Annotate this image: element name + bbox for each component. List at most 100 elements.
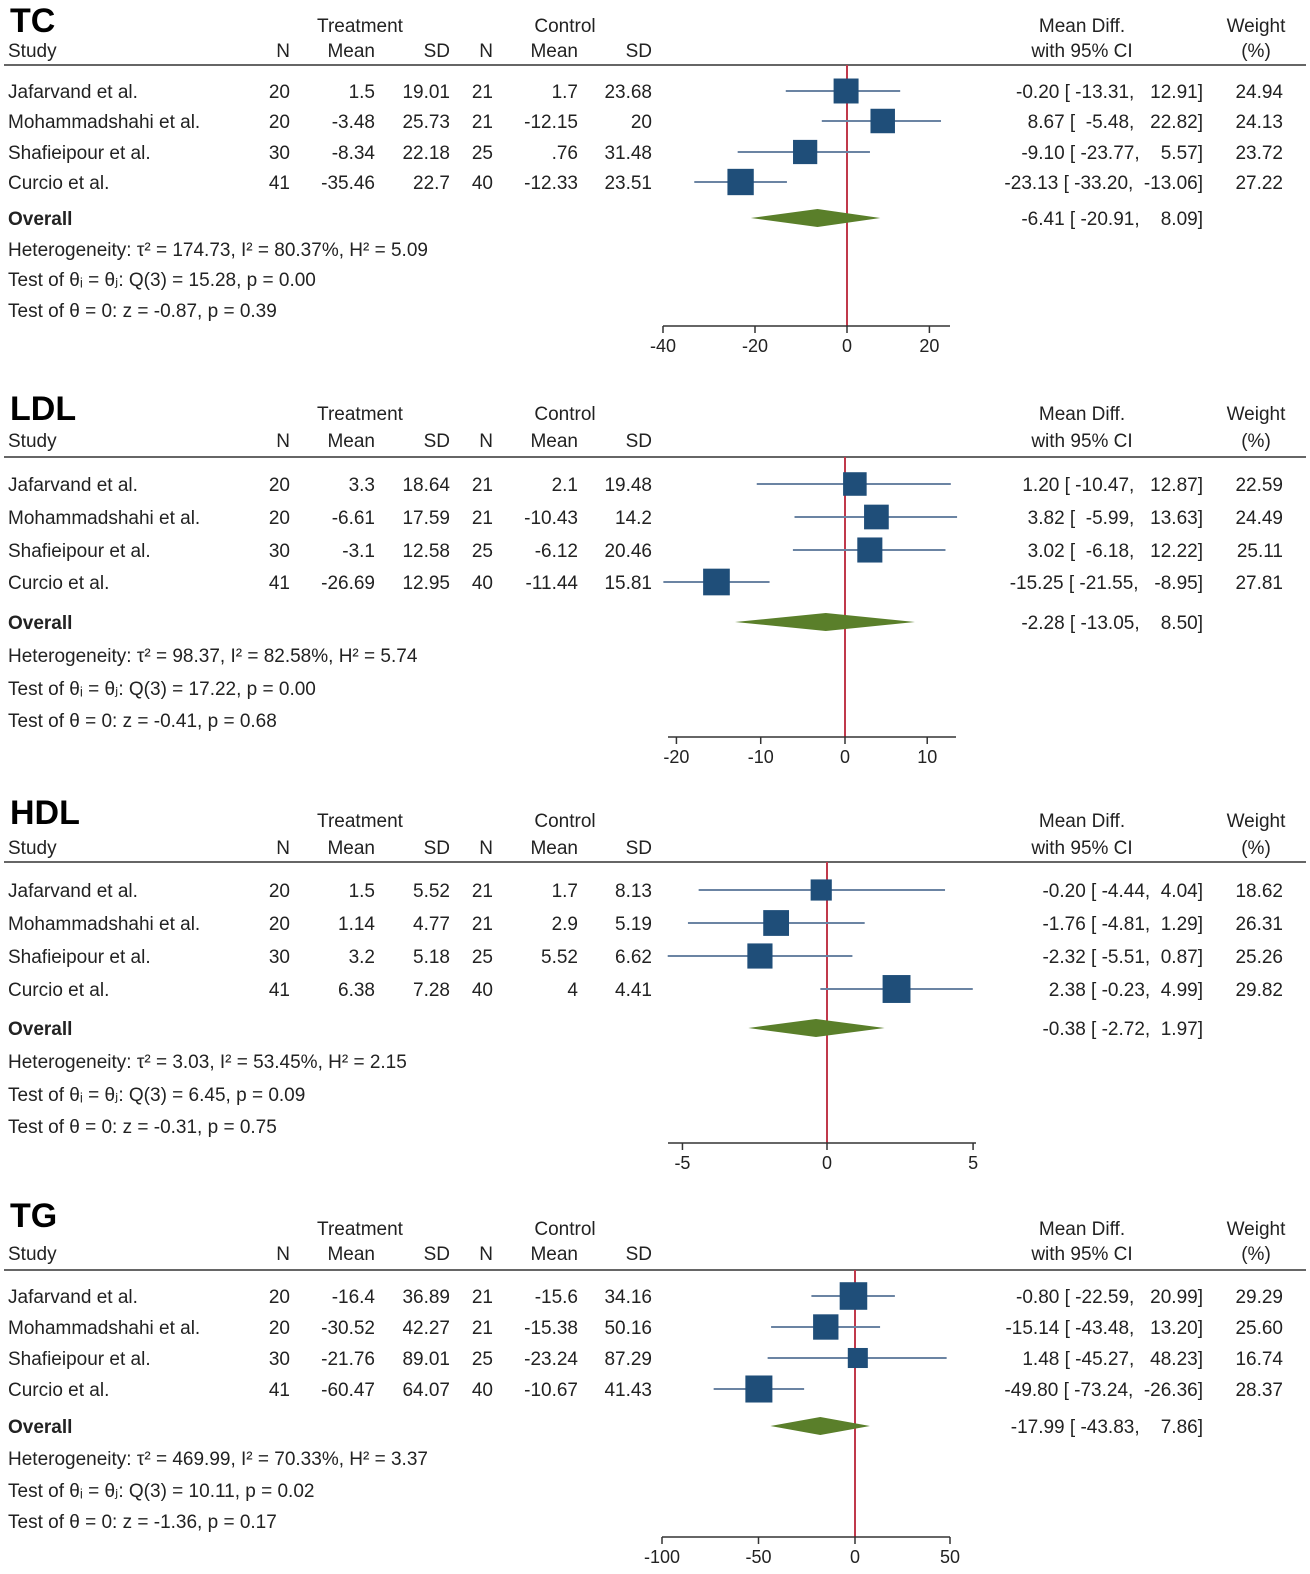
treatment-sd: 22.7 — [413, 173, 450, 194]
control-mean: -15.38 — [524, 1318, 578, 1339]
header-study: Study — [8, 838, 57, 859]
overall-label: Overall — [8, 209, 72, 230]
control-mean: 1.7 — [552, 82, 578, 103]
x-tick-label: -20 — [742, 336, 768, 356]
control-sd: 19.48 — [604, 475, 652, 496]
forest-panel-hdl: HDL Treatment Control Mean Diff. Weight Study… — [4, 794, 1306, 1173]
study-name: Jafarvand et al. — [8, 1287, 138, 1308]
control-mean: -10.43 — [524, 508, 578, 529]
study-name: Curcio et al. — [8, 1380, 109, 1401]
control-mean: 1.7 — [552, 881, 578, 902]
study-name: Mohammadshahi et al. — [8, 508, 200, 529]
header-treatment-n: N — [276, 41, 290, 62]
header-ci: with 95% CI — [1030, 1244, 1132, 1265]
study-weight: 26.31 — [1235, 914, 1283, 935]
control-n: 25 — [472, 947, 493, 968]
treatment-sd: 4.77 — [413, 914, 450, 935]
header-treatment-sd: SD — [424, 431, 450, 452]
mean-diff-ci: -15.25 [ -21.55, -8.95] — [1010, 573, 1203, 594]
stats-line: Test of θ = 0: z = -0.87, p = 0.39 — [8, 301, 277, 322]
x-tick-label: -5 — [674, 1153, 690, 1173]
header-control-sd: SD — [626, 1244, 652, 1265]
study-marker — [847, 1347, 868, 1369]
forest-panel-tc: TC Treatment Control Mean Diff. Weight Study N… — [4, 2, 1306, 356]
header-treatment-mean: Mean — [327, 41, 375, 62]
study-name: Curcio et al. — [8, 980, 109, 1001]
treatment-sd: 25.73 — [402, 112, 450, 133]
study-weight: 28.37 — [1235, 1380, 1283, 1401]
control-sd: 23.51 — [604, 173, 652, 194]
study-marker — [793, 139, 818, 165]
overall-ci: -0.38 [ -2.72, 1.97] — [1042, 1019, 1203, 1040]
study-weight: 23.72 — [1235, 143, 1283, 164]
treatment-mean: 1.14 — [338, 914, 375, 935]
treatment-mean: -60.47 — [321, 1380, 375, 1401]
study-weight: 22.59 — [1235, 475, 1283, 496]
forest-panel-tg: TG Treatment Control Mean Diff. Weight Study N… — [4, 1197, 1306, 1567]
study-name: Mohammadshahi et al. — [8, 112, 200, 133]
overall-diamond — [770, 1417, 870, 1435]
treatment-n: 30 — [269, 143, 290, 164]
study-marker — [870, 108, 895, 134]
header-weight-unit: (%) — [1241, 838, 1271, 859]
header-treatment-mean: Mean — [327, 1244, 375, 1265]
x-tick-label: 20 — [919, 336, 939, 356]
study-name: Shafieipour et al. — [8, 143, 151, 164]
treatment-sd: 5.18 — [413, 947, 450, 968]
control-mean: -15.6 — [535, 1287, 578, 1308]
treatment-sd: 5.52 — [413, 881, 450, 902]
header-weight-unit: (%) — [1241, 1244, 1271, 1265]
study-name: Shafieipour et al. — [8, 541, 151, 562]
treatment-mean: -6.61 — [332, 508, 375, 529]
header-control-n: N — [479, 431, 493, 452]
treatment-sd: 12.95 — [402, 573, 450, 594]
header-control-sd: SD — [626, 838, 652, 859]
header-treatment-n: N — [276, 431, 290, 452]
treatment-n: 20 — [269, 1318, 290, 1339]
header-control-sd: SD — [626, 41, 652, 62]
mean-diff-ci: 8.67 [ -5.48, 22.82] — [1028, 112, 1203, 133]
study-marker — [727, 168, 754, 196]
panel-title: TC — [10, 2, 55, 40]
header-treatment: Treatment — [317, 404, 404, 425]
treatment-mean: -35.46 — [321, 173, 375, 194]
treatment-n: 20 — [269, 508, 290, 529]
treatment-n: 20 — [269, 881, 290, 902]
treatment-n: 20 — [269, 1287, 290, 1308]
stats-line: Test of θᵢ = θⱼ: Q(3) = 15.28, p = 0.00 — [8, 270, 316, 291]
header-weight: Weight — [1227, 404, 1287, 425]
stats-line: Heterogeneity: τ² = 174.73, I² = 80.37%,… — [8, 240, 428, 261]
x-tick-label: -100 — [644, 1547, 680, 1567]
study-marker — [763, 910, 790, 936]
control-mean: -12.33 — [524, 173, 578, 194]
treatment-mean: 1.5 — [349, 881, 375, 902]
control-n: 40 — [472, 173, 493, 194]
x-tick-label: 50 — [940, 1547, 960, 1567]
control-n: 40 — [472, 980, 493, 1001]
treatment-sd: 36.89 — [402, 1287, 450, 1308]
treatment-mean: -3.1 — [342, 541, 375, 562]
control-sd: 6.62 — [615, 947, 652, 968]
overall-diamond — [735, 613, 915, 631]
study-marker — [747, 943, 773, 969]
treatment-mean: 3.3 — [349, 475, 375, 496]
control-n: 21 — [472, 881, 493, 902]
control-n: 21 — [472, 112, 493, 133]
header-control: Control — [534, 16, 595, 37]
header-weight-unit: (%) — [1241, 431, 1271, 452]
study-weight: 27.22 — [1235, 173, 1283, 194]
treatment-n: 41 — [269, 173, 290, 194]
control-n: 25 — [472, 143, 493, 164]
header-control-mean: Mean — [530, 1244, 578, 1265]
treatment-mean: 1.5 — [349, 82, 375, 103]
study-name: Shafieipour et al. — [8, 1349, 151, 1370]
overall-label: Overall — [8, 1019, 72, 1040]
study-marker — [703, 568, 730, 596]
mean-diff-ci: -1.76 [ -4.81, 1.29] — [1042, 914, 1203, 935]
header-study: Study — [8, 41, 57, 62]
study-weight: 24.49 — [1235, 508, 1283, 529]
control-sd: 8.13 — [615, 881, 652, 902]
treatment-sd: 12.58 — [402, 541, 450, 562]
header-control-mean: Mean — [530, 41, 578, 62]
